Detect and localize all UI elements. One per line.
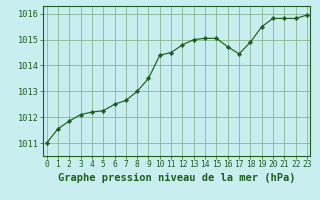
X-axis label: Graphe pression niveau de la mer (hPa): Graphe pression niveau de la mer (hPa) — [58, 173, 296, 183]
